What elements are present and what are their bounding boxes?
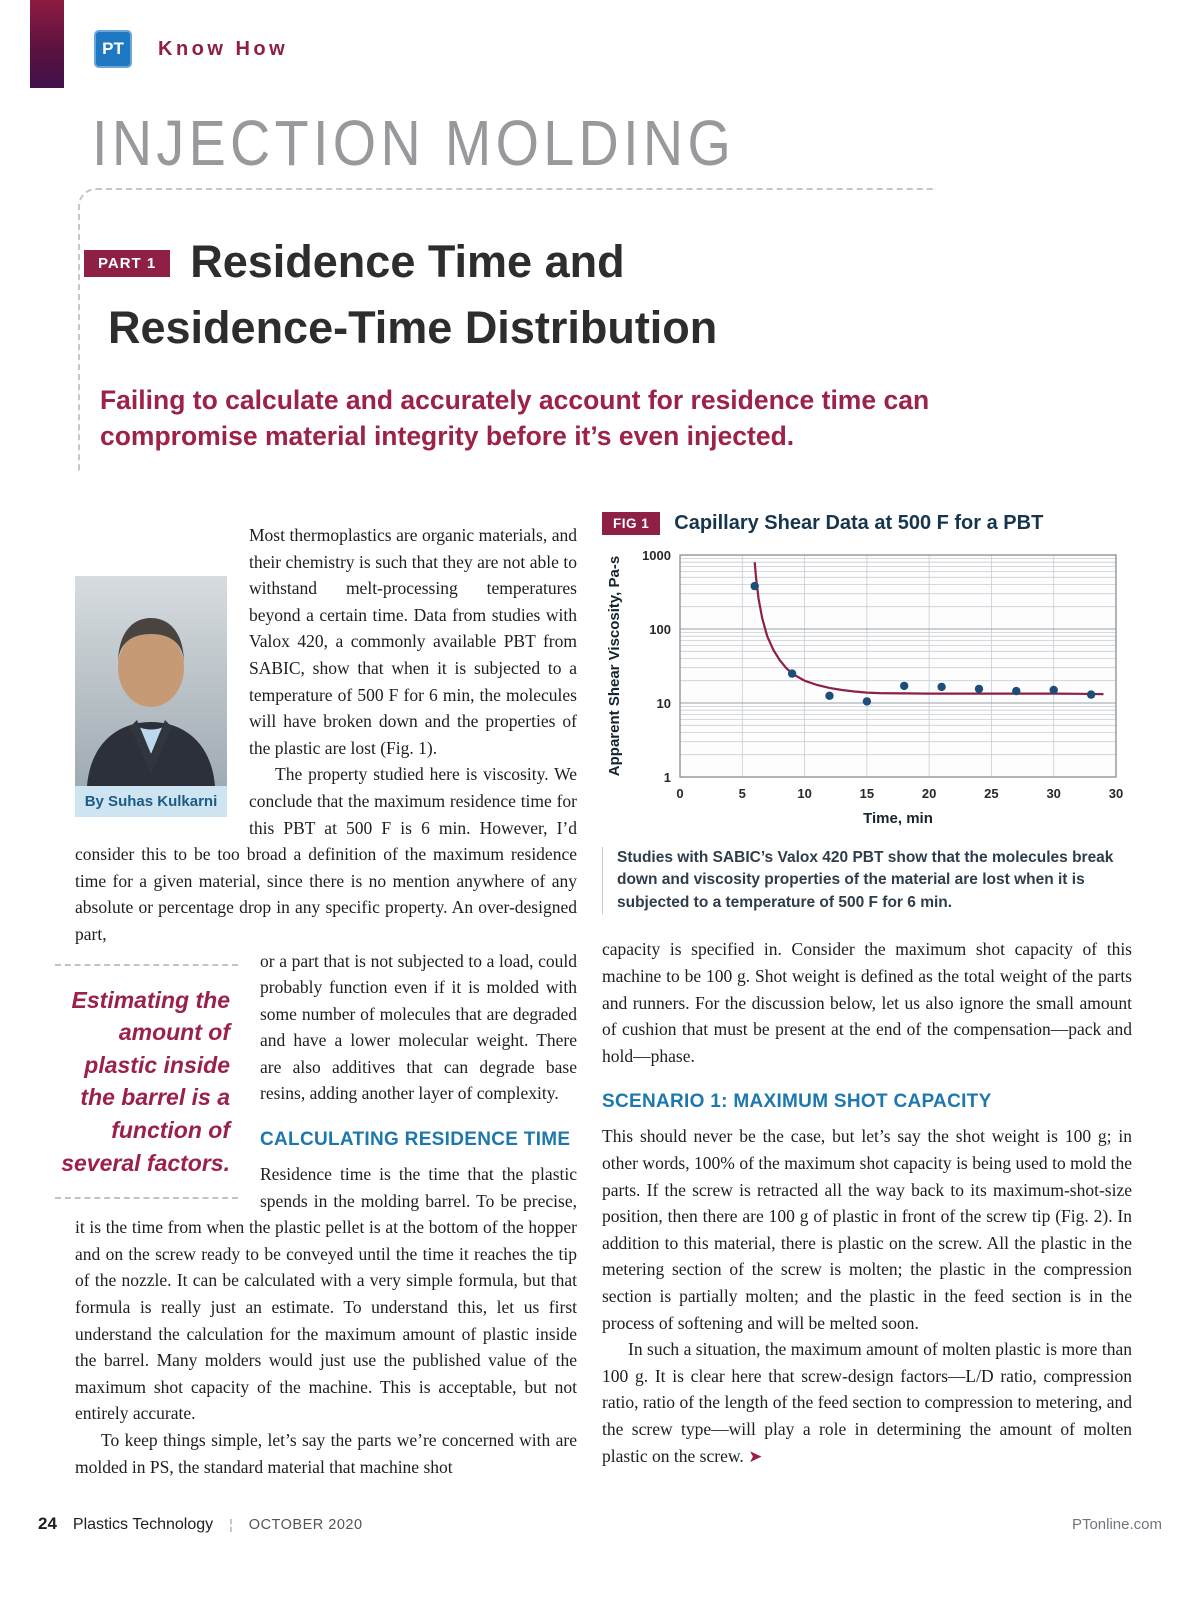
article-title-line1: Residence Time and [190, 236, 625, 287]
section-heading-calculating-residence-time: CALCULATING RESIDENCE TIME [260, 1129, 571, 1151]
svg-text:10: 10 [657, 696, 671, 711]
website-link[interactable]: PTonline.com [1071, 1516, 1162, 1533]
figure-1-header: FIG 1 Capillary Shear Data at 500 F for … [602, 512, 1132, 535]
page-footer: 24 Plastics Technology ¦ OCTOBER 2020 PT… [38, 1514, 1162, 1534]
paragraph-5: capacity is specified in. Consider the m… [602, 939, 1132, 1066]
svg-text:25: 25 [984, 786, 998, 801]
continue-arrow-icon: ➤ [748, 1446, 763, 1466]
fig1-chart: 0 5 10 15 20 25 30 30 1 10 100 1000 Time, min Apparen… [602, 543, 1132, 835]
part-badge: PART 1 [84, 250, 171, 277]
svg-text:Time, min: Time, min [863, 810, 933, 827]
svg-text:5: 5 [739, 786, 746, 801]
svg-text:15: 15 [860, 786, 874, 801]
figure-1: FIG 1 Capillary Shear Data at 500 F for … [602, 512, 1132, 915]
category-title: INJECTION MOLDING [92, 107, 736, 179]
left-column: By Suhas Kulkarni Most thermoplastics ar… [55, 522, 577, 1480]
section-label: Know How [158, 37, 289, 60]
footer-left: 24 Plastics Technology ¦ OCTOBER 2020 [38, 1514, 363, 1534]
fig1-caption: Studies with SABIC’s Valox 420 PBT show … [602, 847, 1132, 915]
footer-divider: ¦ [229, 1516, 233, 1532]
author-byline: By Suhas Kulkarni [75, 786, 227, 817]
pull-quote: Estimating the amount of plastic inside … [55, 963, 238, 1200]
svg-text:Apparent Shear Viscosity, Pa-s: Apparent Shear Viscosity, Pa-s [606, 556, 623, 776]
svg-text:20: 20 [922, 786, 936, 801]
fig1-title: Capillary Shear Data at 500 F for a PBT [674, 512, 1044, 534]
page-number: 24 [38, 1514, 57, 1533]
article-title-line2: Residence-Time Distribution [108, 302, 718, 353]
svg-text:1: 1 [664, 770, 671, 785]
article-deck: Failing to calculate and accurately acco… [100, 385, 930, 452]
paragraph-2-continued: or a part that is not subjected to a loa… [260, 950, 577, 1104]
masthead: PT Know How [94, 30, 288, 68]
svg-text:10: 10 [797, 786, 811, 801]
author-photo [75, 576, 227, 786]
paragraph-7: In such a situation, the maximum amount … [602, 1336, 1132, 1469]
paragraph-2: The property studied here is viscosity. … [75, 764, 577, 944]
paragraph-4: To keep things simple, let’s say the par… [75, 1430, 577, 1477]
svg-text:1000: 1000 [642, 548, 671, 563]
pt-logo: PT [94, 30, 132, 68]
svg-text:30: 30 [1109, 786, 1123, 801]
magazine-name: Plastics Technology [72, 1516, 214, 1533]
svg-text:30: 30 [1046, 786, 1060, 801]
corner-accent-bar [30, 0, 64, 88]
fig1-badge: FIG 1 [602, 512, 661, 535]
issue-date: OCTOBER 2020 [248, 1517, 363, 1533]
title-line-1: PART 1 Residence Time and [84, 236, 717, 288]
paragraph-6: This should never be the case, but let’s… [602, 1126, 1132, 1333]
section-heading-scenario-1: SCENARIO 1: MAXIMUM SHOT CAPACITY [602, 1091, 992, 1113]
dashed-frame [78, 188, 936, 472]
paragraph-3: Residence time is the time that the plas… [75, 1164, 577, 1424]
author-figure: By Suhas Kulkarni [75, 576, 227, 817]
title-block: PART 1 Residence Time and Residence-Time … [84, 236, 717, 354]
right-column: FIG 1 Capillary Shear Data at 500 F for … [602, 512, 1132, 1469]
svg-text:100: 100 [649, 622, 671, 637]
paragraph-7-text: In such a situation, the maximum amount … [602, 1339, 1132, 1466]
paragraph-1: Most thermoplastics are organic material… [249, 525, 577, 758]
svg-text:0: 0 [676, 786, 683, 801]
